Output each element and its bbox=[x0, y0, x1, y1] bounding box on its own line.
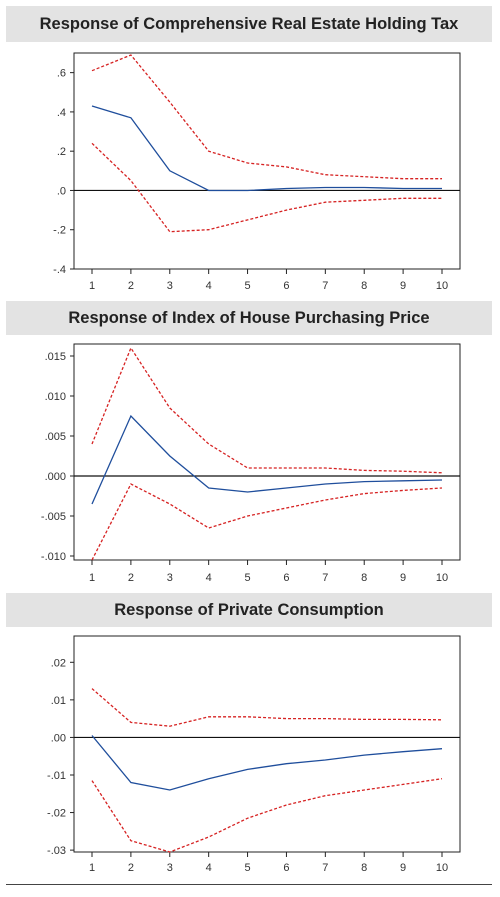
holding-tax-x-tick-label: 4 bbox=[206, 280, 212, 292]
house-price-y-tick-label: .010 bbox=[45, 391, 66, 403]
holding-tax-y-tick-label: .0 bbox=[57, 185, 66, 197]
house-price-series-response bbox=[91, 414, 443, 505]
holding-tax-series-upper bbox=[91, 54, 442, 180]
holding-tax-series-lower bbox=[91, 142, 442, 233]
house-price-x-tick-label: 4 bbox=[206, 572, 212, 584]
consumption-y-tick-label: -.03 bbox=[47, 845, 66, 857]
house-price-x-tick-label: 3 bbox=[167, 572, 173, 584]
house-price-x-tick-label: 7 bbox=[322, 572, 328, 584]
holding-tax-y-tick-label: .6 bbox=[57, 68, 66, 80]
house-price-y-tick-label: .005 bbox=[45, 431, 66, 443]
consumption-plot-frame bbox=[73, 635, 461, 853]
chart-private-consumption-response: -.03 -.02 -.01 .00 .01 .02 1 2 3 4 5 6 7 8 9 10 bbox=[47, 635, 461, 874]
house-price-x-tick-label: 1 bbox=[89, 572, 95, 584]
house-price-series-upper bbox=[91, 346, 443, 474]
holding-tax-x-tick-label: 7 bbox=[322, 280, 328, 292]
consumption-y-tick-label: .01 bbox=[51, 695, 66, 707]
consumption-y-tick-label: .00 bbox=[51, 732, 66, 744]
holding-tax-y-tick-label: .4 bbox=[57, 107, 66, 119]
consumption-x-tick-label: 5 bbox=[244, 862, 250, 874]
holding-tax-x-tick-label: 9 bbox=[400, 280, 406, 292]
bottom-rule bbox=[6, 884, 492, 885]
holding-tax-y-tick-label: -.4 bbox=[53, 264, 66, 276]
consumption-x-tick-label: 2 bbox=[128, 862, 134, 874]
consumption-y-tick-label: -.02 bbox=[47, 808, 66, 820]
chart-holding-tax-response: -.4 -.2 .0 .2 .4 .6 1 2 3 4 5 6 7 8 9 10 bbox=[53, 52, 461, 292]
holding-tax-x-tick-label: 2 bbox=[128, 280, 134, 292]
house-price-x-tick-label: 6 bbox=[283, 572, 289, 584]
holding-tax-x-tick-label: 10 bbox=[436, 280, 448, 292]
consumption-y-tick-label: -.01 bbox=[47, 770, 66, 782]
holding-tax-series-response bbox=[91, 105, 442, 192]
holding-tax-x-tick-label: 8 bbox=[361, 280, 367, 292]
chart-title-private-consumption: Response of Private Consumption bbox=[6, 593, 492, 627]
house-price-series-lower bbox=[91, 483, 443, 561]
consumption-x-tick-label: 3 bbox=[167, 862, 173, 874]
holding-tax-x-tick-label: 3 bbox=[167, 280, 173, 292]
consumption-series-upper bbox=[91, 688, 443, 727]
consumption-x-tick-label: 6 bbox=[283, 862, 289, 874]
house-price-x-tick-label: 9 bbox=[400, 572, 406, 584]
consumption-x-tick-label: 9 bbox=[400, 862, 406, 874]
consumption-x-tick-label: 10 bbox=[436, 862, 448, 874]
holding-tax-x-tick-label: 1 bbox=[89, 280, 95, 292]
holding-tax-x-tick-label: 6 bbox=[283, 280, 289, 292]
house-price-plot-frame bbox=[73, 343, 461, 561]
consumption-x-tick-label: 7 bbox=[322, 862, 328, 874]
consumption-series-response bbox=[91, 735, 443, 791]
house-price-y-tick-label: .000 bbox=[45, 471, 66, 483]
house-price-y-tick-label: -.005 bbox=[41, 511, 66, 523]
holding-tax-x-tick-label: 5 bbox=[244, 280, 250, 292]
consumption-x-tick-label: 8 bbox=[361, 862, 367, 874]
consumption-x-tick-label: 4 bbox=[206, 862, 212, 874]
holding-tax-y-tick-label: -.2 bbox=[53, 225, 66, 237]
chart-house-price-response: -.010 -.005 .000 .005 .010 .015 1 2 3 4 5 6 7 8 9 10 bbox=[41, 343, 461, 584]
house-price-x-tick-label: 10 bbox=[436, 572, 448, 584]
house-price-x-tick-label: 5 bbox=[244, 572, 250, 584]
house-price-x-tick-label: 2 bbox=[128, 572, 134, 584]
holding-tax-plot-frame bbox=[73, 52, 461, 270]
chart-title-house-price: Response of Index of House Purchasing Pr… bbox=[6, 301, 492, 335]
holding-tax-y-tick-label: .2 bbox=[57, 146, 66, 158]
house-price-y-tick-label: -.010 bbox=[41, 551, 66, 563]
consumption-series-lower bbox=[91, 778, 443, 853]
chart-title-holding-tax: Response of Comprehensive Real Estate Ho… bbox=[6, 6, 492, 42]
house-price-x-tick-label: 8 bbox=[361, 572, 367, 584]
consumption-y-tick-label: .02 bbox=[51, 657, 66, 669]
house-price-y-tick-label: .015 bbox=[45, 351, 66, 363]
consumption-x-tick-label: 1 bbox=[89, 862, 95, 874]
